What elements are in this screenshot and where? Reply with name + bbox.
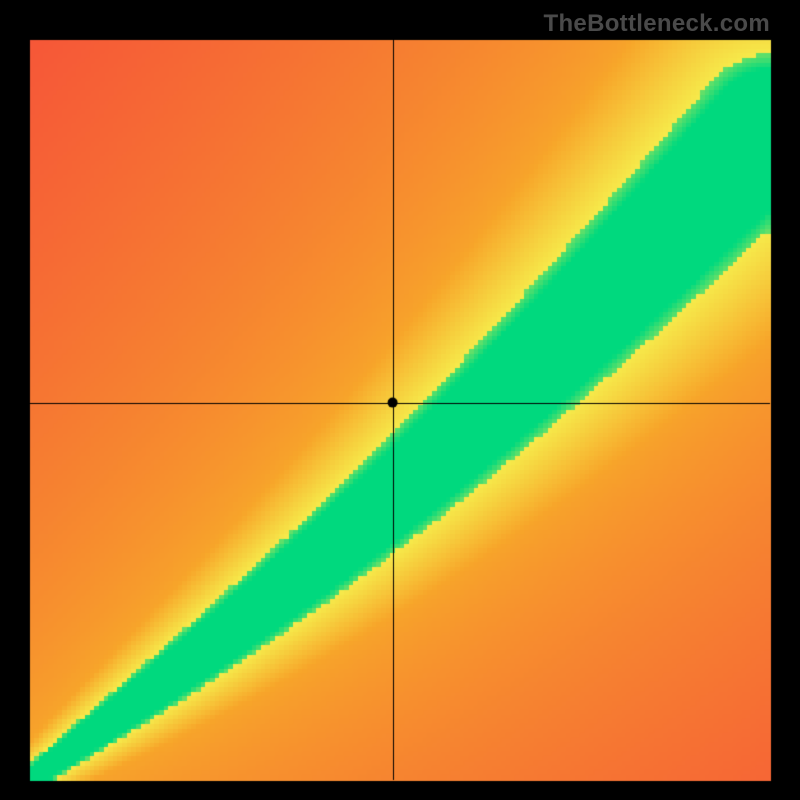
bottleneck-heatmap (0, 0, 800, 800)
watermark-text: TheBottleneck.com (544, 10, 770, 38)
chart-container: TheBottleneck.com (0, 0, 800, 800)
